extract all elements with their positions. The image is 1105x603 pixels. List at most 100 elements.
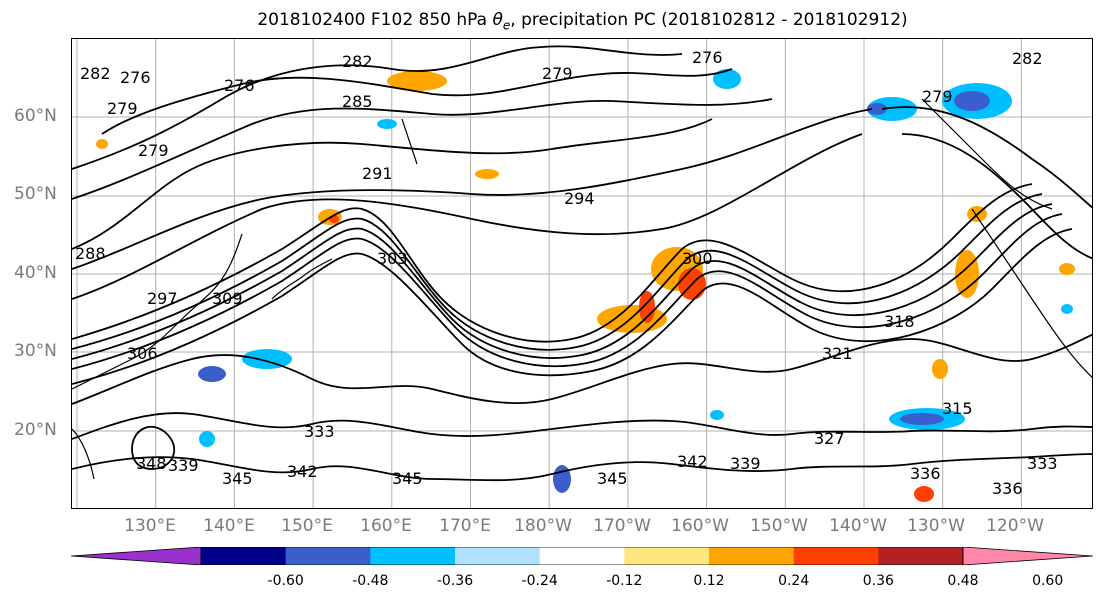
precip-positive-blob — [932, 359, 948, 379]
colorbar-tick-label: -0.24 — [521, 573, 558, 589]
precip-positive-blob — [387, 71, 447, 91]
precip-negative-blob — [954, 91, 990, 111]
map-panel: 282 276 279 276 282 279 276 279 282 285 … — [71, 38, 1093, 509]
contour-label: 333 — [304, 422, 335, 441]
colorbar-segment — [793, 547, 879, 565]
lon-label: 140°W — [829, 516, 887, 536]
precip-negative-blob — [867, 103, 887, 115]
lon-label: 160°W — [671, 516, 729, 536]
lon-label: 120°W — [986, 516, 1044, 536]
coastline-asia — [72, 233, 243, 390]
precip-negative-blob — [710, 410, 724, 420]
colorbar-tick-label: -0.12 — [606, 573, 643, 589]
colorbar-segment — [878, 547, 964, 565]
contour-label: 348 — [136, 454, 167, 473]
contour-label: 333 — [1027, 454, 1058, 473]
colorbar-segment — [709, 547, 795, 565]
colorbar-tick-label: 0.36 — [862, 573, 894, 589]
lat-label: 50°N — [14, 184, 57, 204]
colorbar-segment — [285, 547, 371, 565]
coastline-kamchatka — [401, 118, 418, 165]
map-canvas: 282 276 279 276 282 279 276 279 282 285 … — [72, 39, 1092, 508]
lat-label: 60°N — [14, 106, 57, 126]
contour-label: 291 — [362, 164, 393, 183]
contour-label: 303 — [377, 249, 408, 268]
precip-positive-blob — [597, 305, 667, 333]
colorbar-tick-label: 0.12 — [693, 573, 725, 589]
precip-positive-blob — [1059, 263, 1075, 275]
precip-negative-blob — [377, 119, 397, 129]
contour-label: 336 — [910, 464, 941, 483]
contour-label: 279 — [107, 99, 138, 118]
theta-e-contours — [72, 45, 1092, 482]
coastline-philippines — [72, 428, 95, 480]
contour-line — [72, 203, 1053, 360]
contour-label: 345 — [392, 469, 423, 488]
lon-label: 160°E — [360, 516, 412, 536]
gridlines — [72, 39, 1092, 508]
contour-line — [101, 68, 733, 135]
lon-label: 130°W — [907, 516, 965, 536]
colorbar-tick-label: 0.24 — [778, 573, 810, 589]
colorbar-segment — [624, 547, 710, 565]
precip-negative-blob — [1061, 304, 1073, 314]
colorbar-extend-low — [71, 547, 202, 565]
contour-label: 327 — [814, 429, 845, 448]
precip-positive-blob — [475, 169, 499, 179]
lat-label: 20°N — [14, 420, 57, 440]
contour-line — [72, 412, 1092, 440]
contour-line — [72, 45, 683, 170]
colorbar-segment — [201, 547, 287, 565]
contour-line — [72, 108, 873, 270]
contour-label: 279 — [542, 64, 573, 83]
chart-title: 2018102400 F102 850 hPa θe, precipitatio… — [257, 10, 908, 33]
contour-label: 276 — [692, 48, 723, 67]
colorbar-segment — [370, 547, 456, 565]
contour-label: 339 — [168, 456, 199, 475]
contour-line — [72, 183, 1033, 343]
precip-negative-blob — [199, 431, 215, 447]
contour-line — [72, 213, 1063, 370]
coastline-north-america — [971, 208, 1092, 378]
contour-line — [901, 133, 1092, 260]
contour-line — [72, 133, 863, 300]
precip-negative-blob — [242, 349, 292, 369]
contour-line — [72, 98, 773, 200]
lon-label: 150°W — [750, 516, 808, 536]
contour-label: 309 — [212, 289, 243, 308]
contour-line — [72, 193, 1043, 351]
colorbar — [71, 547, 1093, 565]
contour-label: 285 — [342, 92, 373, 111]
contour-label: 342 — [287, 462, 318, 481]
lon-label: 170°W — [593, 516, 651, 536]
contour-label: 276 — [120, 68, 151, 87]
precip-negative-blob — [900, 413, 944, 425]
contour-label: 318 — [884, 312, 915, 331]
contour-line — [131, 425, 176, 470]
contour-label: 300 — [682, 249, 713, 268]
lat-label: 30°N — [14, 341, 57, 361]
coastline-alaska — [921, 98, 1053, 210]
lon-label: 130°E — [124, 516, 176, 536]
contour-label: 288 — [75, 244, 106, 263]
contour-label: 282 — [80, 64, 111, 83]
lat-label: 40°N — [14, 263, 57, 283]
lon-label: 150°E — [281, 516, 333, 536]
contour-label: 342 — [677, 452, 708, 471]
contour-label: 297 — [147, 289, 178, 308]
contour-label: 345 — [597, 469, 628, 488]
colorbar-segment — [455, 547, 541, 565]
colorbar-segment — [539, 547, 625, 565]
contour-label: 315 — [942, 399, 973, 418]
coastline-japan — [271, 258, 333, 300]
colorbar-extend-high — [962, 547, 1093, 565]
lon-label: 140°E — [203, 516, 255, 536]
contour-line — [72, 118, 713, 250]
colorbar-tick-label: 0.48 — [947, 573, 979, 589]
contour-label: 294 — [564, 189, 595, 208]
precip-negative-blob — [713, 69, 741, 89]
contour-label: 306 — [127, 344, 158, 363]
contour-label: 336 — [992, 479, 1023, 498]
contour-label: 276 — [224, 76, 255, 95]
colorbar-border — [200, 547, 964, 565]
